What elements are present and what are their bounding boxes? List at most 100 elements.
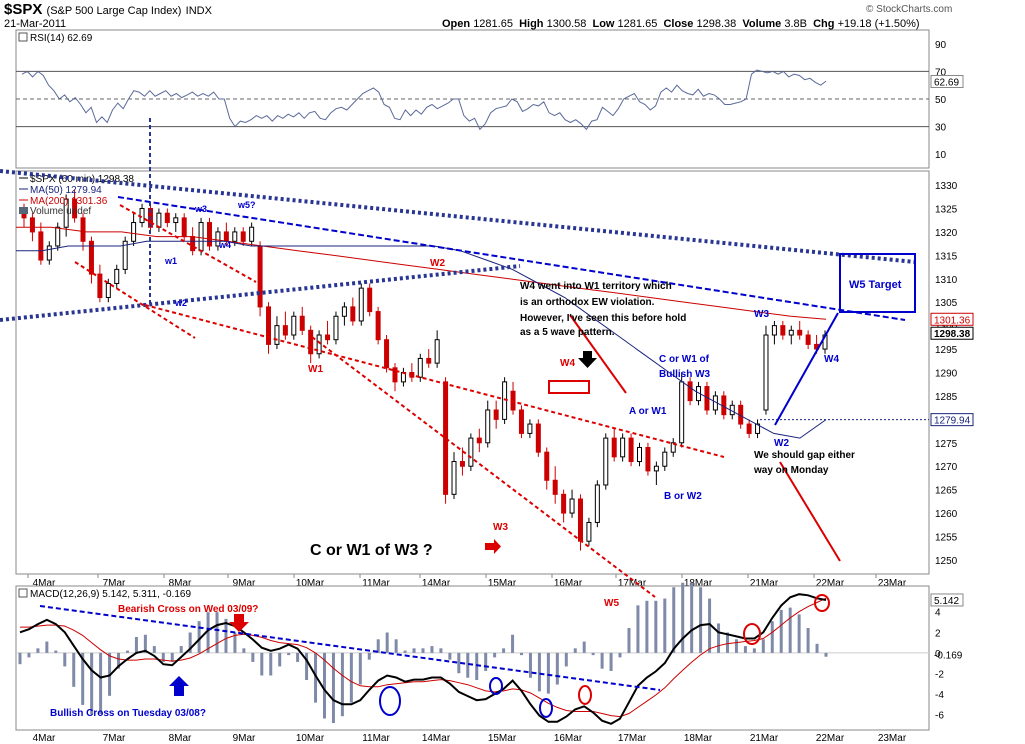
wave-annotation: W2	[774, 438, 789, 449]
rsi-tick-label: 90	[935, 40, 947, 51]
ma200-price-label-box	[930, 312, 974, 326]
price-x-label: 15Mar	[488, 578, 517, 589]
candle-body	[763, 334, 769, 411]
candle-body	[257, 245, 263, 308]
cross-circle-marker	[743, 623, 761, 645]
macd-histogram-bar	[376, 639, 380, 653]
macd-signal-line	[20, 597, 827, 718]
candle-body	[552, 479, 558, 495]
macd-histogram-bar	[349, 652, 353, 703]
macd-histogram-bar	[502, 648, 506, 653]
macd-histogram-bar	[618, 652, 622, 658]
candle-body	[308, 329, 314, 355]
wave-annotation: W4 went into W1 territory which	[520, 281, 672, 292]
red-solid-line-2	[779, 461, 841, 562]
macd-histogram-bar	[394, 639, 398, 653]
macd-histogram-bar	[430, 646, 434, 653]
price-x-label: 17Mar	[618, 578, 647, 589]
price-tick-label: 1320	[935, 228, 958, 239]
candle-body	[594, 484, 600, 523]
macd-histogram-bar	[125, 650, 129, 653]
wedge-top-line	[117, 196, 906, 321]
macd-histogram-bar	[296, 652, 300, 662]
candle-body	[55, 226, 61, 247]
candle-body	[670, 442, 676, 453]
wave-annotation: W4	[560, 358, 575, 369]
macd-histogram-bar	[824, 652, 828, 657]
macd-histogram-bar	[627, 627, 631, 653]
price-panel: 1330132513201315131013051300129512901285…	[15, 170, 974, 589]
wave-annotation: w2	[174, 298, 187, 308]
macd-tick-label: 4	[935, 608, 941, 619]
macd-histogram-bar	[161, 652, 165, 662]
macd-histogram-bar	[27, 652, 31, 658]
wave-annotation: W5 Target	[849, 279, 902, 291]
macd-panel: 4Mar 7Mar 8Mar 9Mar 10Mar 11Mar 14Mar 15Mar 16Ma…	[15, 582, 964, 744]
macd-histogram-bar	[564, 652, 568, 667]
macd-histogram-bar	[90, 652, 94, 714]
macd-x-label: 17Mar	[618, 733, 647, 744]
ma200-line	[16, 226, 827, 320]
candle-body	[805, 334, 811, 345]
w4-box	[548, 380, 590, 394]
macd-histogram-bar	[555, 652, 559, 685]
wave-annotation: W4	[824, 354, 839, 365]
candle-body	[679, 381, 685, 444]
candle-body	[653, 465, 659, 472]
macd-histogram-bar	[63, 652, 67, 667]
macd-histogram-bar	[600, 652, 604, 669]
macd-histogram-bar	[287, 652, 291, 656]
wave-annotation: W3	[493, 522, 508, 533]
macd-histogram-bar	[206, 612, 210, 653]
macd-x-label: 8Mar	[169, 733, 192, 744]
wave-annotation: C or W1 of W3 ?	[310, 542, 433, 559]
candle-body	[535, 423, 541, 453]
open-value: 1281.65	[473, 18, 513, 30]
bearish-arrow-icon	[229, 614, 249, 632]
candle-body	[426, 357, 432, 364]
macd-histogram-bar	[322, 652, 326, 719]
candle-body	[350, 306, 356, 322]
macd-histogram-bar	[770, 621, 774, 653]
open-label: Open	[442, 18, 471, 30]
low-value: 1281.65	[617, 18, 658, 30]
wave-annotation: w3	[194, 204, 207, 214]
macd-histogram-bar	[143, 634, 147, 653]
candle-body	[577, 498, 583, 542]
macd-histogram-bar	[117, 652, 121, 669]
candle-body	[788, 329, 794, 336]
price-x-label: 16Mar	[554, 578, 583, 589]
wave-annotation: way on Monday	[753, 465, 829, 476]
price-x-label: 8Mar	[169, 578, 192, 589]
bearish-cross-annotation: Bearish Cross on Wed 03/09?	[118, 604, 258, 615]
macd-histogram-bar	[385, 632, 389, 653]
macd-histogram-bar	[314, 652, 318, 703]
candle-body	[746, 423, 752, 434]
candle-body	[476, 437, 482, 444]
candle-body	[384, 339, 390, 369]
macd-histogram-bar	[81, 652, 85, 705]
macd-x-label: 16Mar	[554, 733, 583, 744]
macd-histogram-bar	[99, 652, 103, 714]
candle-body	[459, 461, 465, 467]
macd-histogram-bar	[188, 632, 192, 653]
candle-body	[417, 357, 423, 378]
macd-histogram-bar	[743, 646, 747, 653]
macd-x-label: 11Mar	[362, 733, 390, 744]
symbol: $SPX (S&P 500 Large Cap Index) INDX	[4, 1, 212, 18]
symbol-name: (S&P 500 Large Cap Index)	[46, 5, 182, 17]
wave-annotation: We should gap either	[754, 450, 855, 461]
macd-histogram-bar	[340, 652, 344, 717]
candle-body	[274, 325, 280, 345]
red-line-2	[119, 204, 257, 283]
candle-body	[367, 287, 373, 313]
macd-histogram-bar	[475, 652, 479, 681]
candle-body	[451, 461, 457, 495]
candle-body	[46, 245, 52, 261]
candle-body	[97, 273, 103, 299]
macd-x-label: 21Mar	[750, 733, 779, 744]
price-x-label: 10Mar	[296, 578, 325, 589]
candle-body	[181, 217, 187, 238]
macd-histogram-bar	[197, 621, 201, 653]
